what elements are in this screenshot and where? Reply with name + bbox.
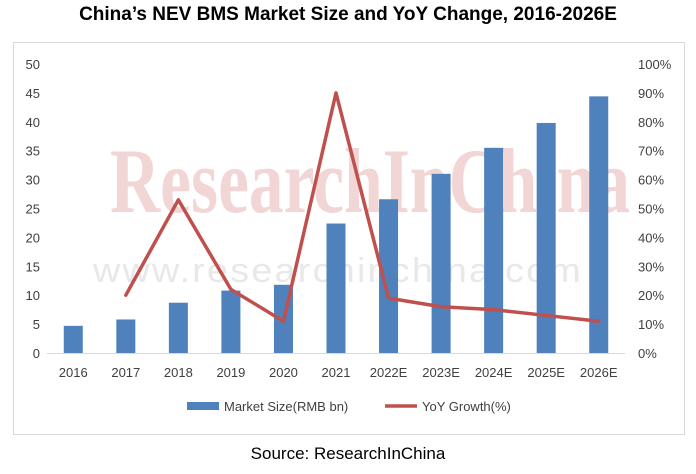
y-right-tick-label: 70% bbox=[638, 144, 664, 159]
point-yoy-growth bbox=[544, 314, 548, 317]
legend-label-yoy-growth: YoY Growth(%) bbox=[422, 399, 511, 414]
bar-market-size bbox=[536, 122, 556, 354]
x-tick-label: 2017 bbox=[111, 365, 140, 380]
y-left-tick-label: 40 bbox=[26, 115, 40, 130]
point-yoy-growth bbox=[282, 320, 285, 323]
y-left-tick-label: 25 bbox=[26, 202, 40, 217]
x-tick-label: 2026E bbox=[580, 365, 618, 380]
y-left-tick-label: 15 bbox=[26, 259, 40, 274]
y-right-tick-label: 90% bbox=[638, 86, 664, 101]
y-right-tick-label: 100% bbox=[638, 57, 672, 72]
point-yoy-growth bbox=[334, 91, 338, 95]
y-right-tick-label: 20% bbox=[638, 288, 664, 303]
bar-market-size bbox=[484, 147, 504, 353]
legend-label-market-size: Market Size(RMB bn) bbox=[224, 399, 348, 414]
chart-title: China’s NEV BMS Market Size and YoY Chan… bbox=[79, 4, 617, 25]
y-left-tick-label: 5 bbox=[33, 317, 40, 332]
y-left-tick-label: 50 bbox=[26, 57, 40, 72]
point-yoy-growth bbox=[439, 305, 443, 308]
bar-market-size bbox=[168, 302, 188, 353]
bar-market-size bbox=[589, 96, 609, 354]
plot-area: 0 5 10 15 20 25 30 35 40 45 50 0% 10% 20% 30% 40% 50% 60%… bbox=[26, 57, 672, 414]
y-right-tick-label: 10% bbox=[638, 317, 664, 332]
point-yoy-growth bbox=[124, 294, 128, 297]
x-tick-label: 2018 bbox=[164, 365, 193, 380]
x-tick-label: 2016 bbox=[59, 365, 88, 380]
y-right-tick-label: 50% bbox=[638, 202, 664, 217]
bar-market-size bbox=[63, 325, 83, 353]
point-yoy-growth bbox=[177, 198, 180, 202]
bar-market-size bbox=[326, 223, 346, 353]
y-right-tick-label: 30% bbox=[638, 259, 664, 274]
x-tick-label: 2024E bbox=[475, 365, 513, 380]
y-right-tick-label: 80% bbox=[638, 115, 664, 130]
x-tick-label: 2020 bbox=[269, 365, 298, 380]
y-left-tick-label: 45 bbox=[26, 86, 40, 101]
x-tick-label: 2021 bbox=[322, 365, 351, 380]
x-tick-label: 2022E bbox=[370, 365, 408, 380]
bar-market-size bbox=[221, 290, 241, 353]
y-left-tick-label: 30 bbox=[26, 173, 40, 188]
y-right-tick-label: 40% bbox=[638, 230, 664, 245]
x-tick-label: 2019 bbox=[216, 365, 245, 380]
legend-swatch-market-size bbox=[187, 402, 219, 410]
y-left-tick-label: 0 bbox=[33, 346, 40, 361]
line-yoy-growth bbox=[124, 91, 601, 323]
y-left-tick-label: 20 bbox=[26, 230, 40, 245]
point-yoy-growth bbox=[229, 288, 233, 291]
source-note: Source: ResearchInChina bbox=[250, 444, 446, 463]
y-right-tick-label: 0% bbox=[638, 346, 657, 361]
point-yoy-growth bbox=[597, 320, 600, 323]
x-tick-label: 2025E bbox=[527, 365, 565, 380]
y-right-tick-label: 60% bbox=[638, 173, 664, 188]
chart-frame bbox=[13, 42, 685, 435]
bar-market-size bbox=[379, 199, 399, 353]
x-tick-label: 2023E bbox=[422, 365, 460, 380]
bar-market-size bbox=[116, 319, 136, 353]
y-left-tick-label: 35 bbox=[26, 144, 40, 159]
point-yoy-growth bbox=[387, 296, 390, 300]
point-yoy-growth bbox=[492, 308, 495, 311]
bar-market-size bbox=[431, 173, 451, 353]
y-left-tick-label: 10 bbox=[26, 288, 40, 303]
